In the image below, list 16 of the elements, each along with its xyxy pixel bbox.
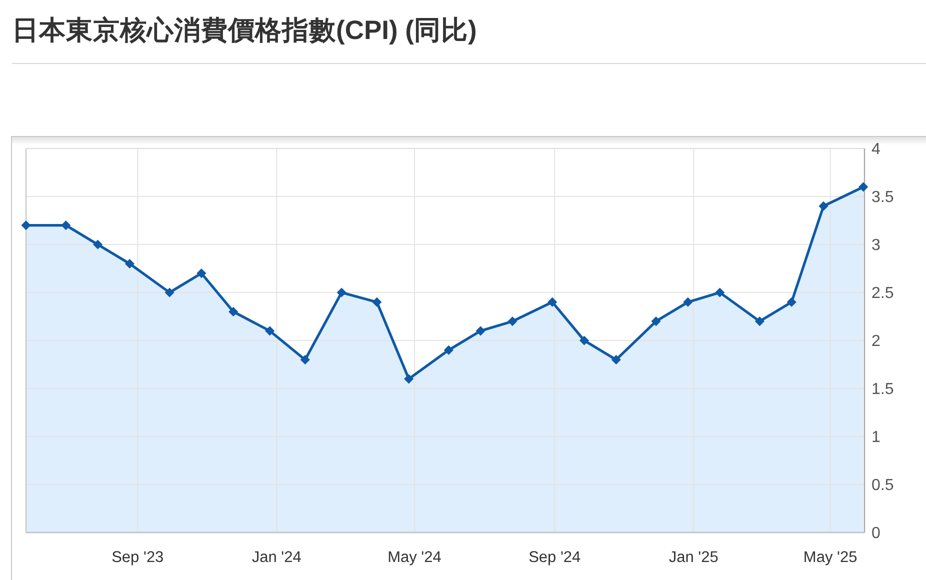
y-tick-label: 2.5: [872, 285, 894, 302]
x-tick-label: Sep '23: [112, 549, 164, 566]
y-tick-label: 1: [872, 429, 880, 446]
y-tick-label: 4: [872, 141, 880, 158]
x-tick-label: Jan '24: [252, 549, 302, 566]
x-tick-label: May '25: [803, 549, 858, 566]
y-tick-label: 3.5: [872, 189, 894, 206]
x-tick-label: May '24: [388, 549, 442, 566]
x-tick-label: Sep '24: [528, 549, 581, 566]
x-tick-label: Jan '25: [668, 549, 718, 566]
y-tick-label: 3: [872, 237, 880, 254]
y-tick-label: 0: [872, 525, 880, 542]
title: 日本東京核心消費價格指數(CPI) (同比): [12, 15, 477, 45]
y-tick-label: 0.5: [872, 477, 894, 494]
y-tick-label: 2: [872, 333, 880, 350]
y-tick-label: 1.5: [872, 381, 894, 398]
